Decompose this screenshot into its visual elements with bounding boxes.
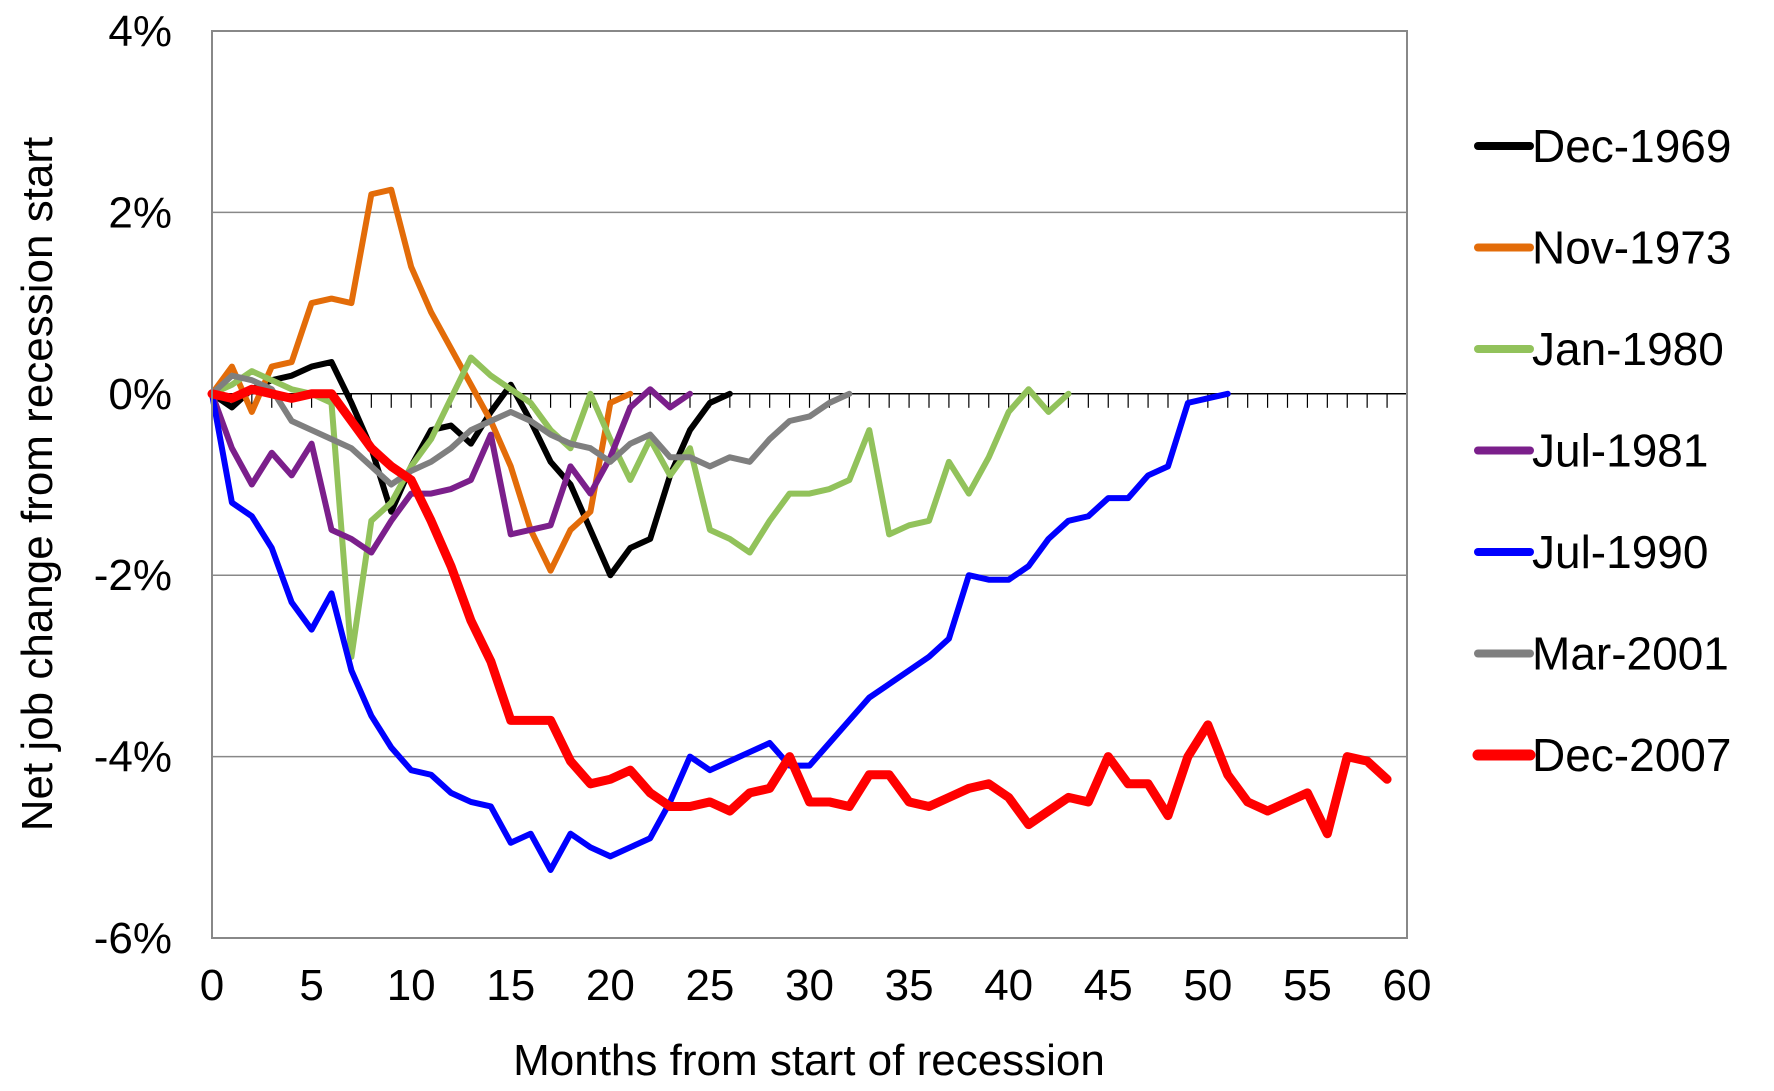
series-line-jan-1980 (209, 354, 1072, 660)
x-tick-label: 25 (685, 961, 734, 1010)
y-axis-label: Net job change from recession start (13, 137, 62, 832)
y-tick-label: -4% (94, 733, 172, 782)
y-tick-label: -6% (94, 914, 172, 963)
legend-label: Mar-2001 (1532, 628, 1729, 680)
legend-item: Mar-2001 (1474, 628, 1729, 680)
legend-label: Jan-1980 (1532, 323, 1724, 375)
x-tick-label: 35 (885, 961, 934, 1010)
legend: Dec-1969 Nov-1973 Jan-1980 Jul-1981 Jul-1990… (1472, 120, 1731, 781)
legend-item: Jul-1990 (1474, 526, 1708, 578)
series-line-nov-1973 (209, 186, 634, 574)
x-tick-label: 50 (1183, 961, 1232, 1010)
series-line-jul-1981 (209, 386, 693, 556)
gridlines (212, 211, 1407, 758)
x-tick-label: 60 (1383, 961, 1432, 1010)
x-tick-label: 5 (299, 961, 323, 1010)
y-tick-label: 0% (108, 370, 172, 419)
y-tick-label: 2% (108, 188, 172, 237)
y-tick-labels: 4% 2% 0% -2% -4% -6% (94, 7, 172, 963)
y-tick-label: 4% (108, 7, 172, 56)
legend-item: Jan-1980 (1474, 323, 1724, 375)
x-tick-label: 45 (1084, 961, 1133, 1010)
x-tick-label: 20 (586, 961, 635, 1010)
x-tick-label: 30 (785, 961, 834, 1010)
legend-label: Dec-1969 (1532, 120, 1731, 172)
legend-label: Jul-1990 (1532, 526, 1708, 578)
legend-item: Dec-1969 (1474, 120, 1731, 172)
x-tick-label: 15 (486, 961, 535, 1010)
x-tick-label: 10 (387, 961, 436, 1010)
x-tick-label: 40 (984, 961, 1033, 1010)
legend-item: Nov-1973 (1474, 222, 1731, 274)
x-tick-label: 0 (200, 961, 224, 1010)
plot-frame (211, 30, 1408, 939)
x-tick-label: 55 (1283, 961, 1332, 1010)
series-line-dec-2007 (207, 384, 1392, 839)
series-line-dec-1969 (209, 359, 733, 579)
y-tick-label: -2% (94, 551, 172, 600)
series-lines (207, 186, 1392, 873)
legend-label: Nov-1973 (1532, 222, 1731, 274)
legend-item: Dec-2007 (1472, 729, 1731, 781)
legend-label: Jul-1981 (1532, 425, 1708, 477)
series-line-mar-2001 (209, 372, 853, 488)
x-axis-label: Months from start of recession (513, 1036, 1105, 1085)
legend-item: Jul-1981 (1474, 425, 1708, 477)
legend-label: Dec-2007 (1532, 729, 1731, 781)
x-tick-labels: 0 5 10 15 20 25 30 35 40 45 50 55 60 (200, 961, 1432, 1010)
series-line-jul-1990 (209, 390, 1231, 873)
